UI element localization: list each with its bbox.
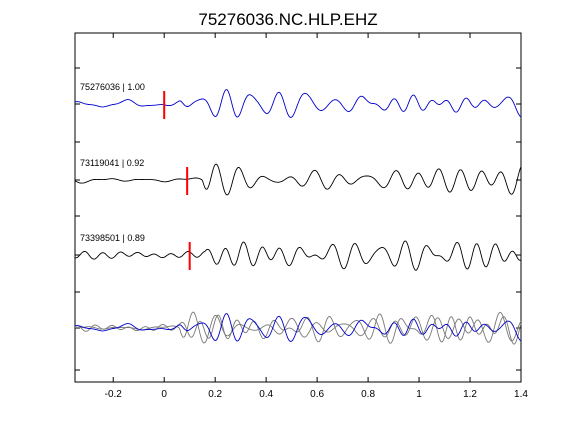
x-tick-label: 0.8 <box>361 389 375 400</box>
x-tick-label: 1.4 <box>514 389 528 400</box>
x-tick-label: 1 <box>416 389 422 400</box>
plot-frame <box>74 32 522 383</box>
x-axis-tick-labels: -0.2 0 0.2 0.4 0.6 0.8 1 1.2 1.4 <box>105 389 529 400</box>
axis-ticks <box>75 33 522 382</box>
trace-label-73119041: 73119041 | 0.92 <box>80 158 144 168</box>
trace-lines <box>74 89 522 345</box>
x-tick-label: -0.2 <box>105 389 123 400</box>
chart-title: 75276036.NC.HLP.EHZ <box>198 10 377 29</box>
x-tick-label: 1.2 <box>463 389 477 400</box>
trace-label-73398501: 73398501 | 0.89 <box>80 233 145 243</box>
trace-labels: 75276036 | 1.00 73119041 | 0.92 73398501 |… <box>80 82 145 243</box>
x-tick-label: 0.6 <box>310 389 324 400</box>
x-tick-label: 0 <box>161 389 167 400</box>
x-tick-label: 0.2 <box>208 389 222 400</box>
trace-line-73119041 <box>74 163 522 196</box>
trace-label-75276036: 75276036 | 1.00 <box>80 82 145 92</box>
overlay-line-75276036 <box>74 313 522 342</box>
pick-markers <box>163 91 191 270</box>
trace-line-75276036 <box>74 89 522 118</box>
trace-line-73398501 <box>74 240 522 271</box>
overlay-line-73398501 <box>74 313 522 345</box>
x-tick-label: 0.4 <box>259 389 273 400</box>
